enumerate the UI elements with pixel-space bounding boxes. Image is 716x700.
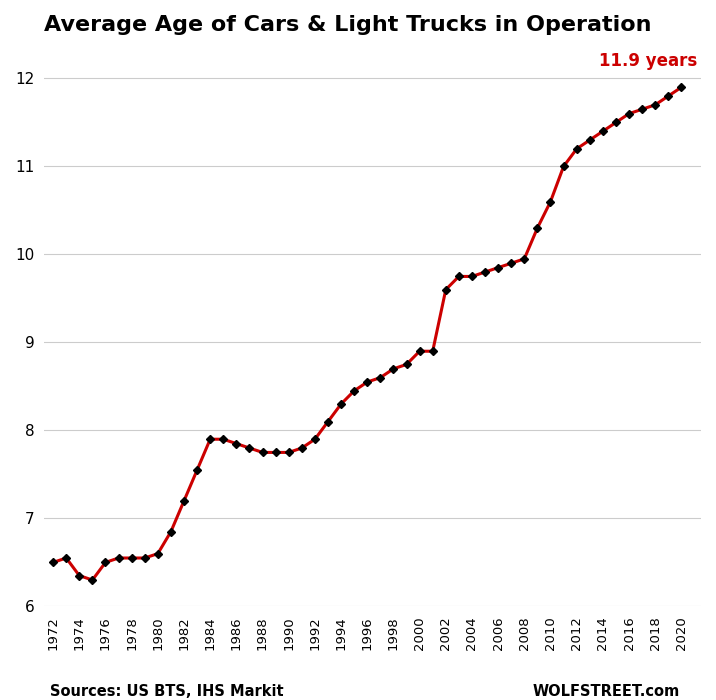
- Text: Average Age of Cars & Light Trucks in Operation: Average Age of Cars & Light Trucks in Op…: [44, 15, 652, 35]
- Text: Sources: US BTS, IHS Markit: Sources: US BTS, IHS Markit: [50, 685, 284, 699]
- Text: 11.9 years: 11.9 years: [599, 52, 697, 70]
- Text: WOLFSTREET.com: WOLFSTREET.com: [533, 685, 680, 699]
